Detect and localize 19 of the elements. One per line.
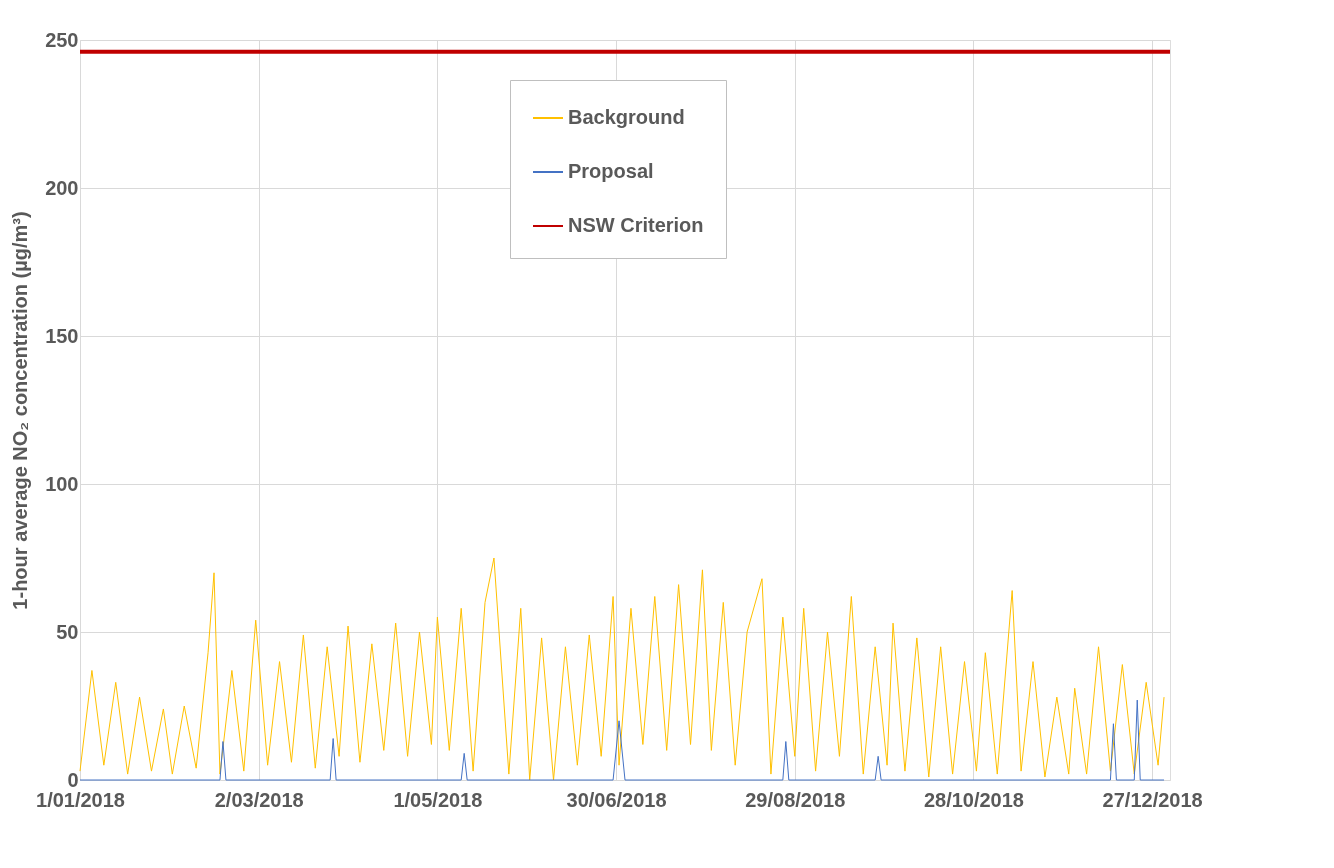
x-tick-label: 1/01/2018 bbox=[36, 788, 125, 811]
legend-label: Background bbox=[568, 106, 685, 128]
x-tick-label: 30/06/2018 bbox=[566, 788, 667, 811]
x-tick-label: 27/12/2018 bbox=[1102, 788, 1203, 811]
y-tick-label: 0 bbox=[67, 768, 79, 791]
y-tick-label: 100 bbox=[45, 472, 79, 495]
line-series bbox=[79, 557, 1165, 781]
legend-label: NSW Criterion bbox=[568, 214, 704, 236]
x-tick-label: 28/10/2018 bbox=[923, 788, 1024, 811]
legend-label: Proposal bbox=[568, 160, 654, 182]
y-tick-label: 150 bbox=[45, 324, 79, 347]
y-tick-label: 250 bbox=[45, 28, 79, 51]
x-tick-label: 1/05/2018 bbox=[393, 788, 483, 811]
y-axis-title: 1-hour average NO₂ concentration (µg/m³) bbox=[9, 211, 32, 610]
y-tick-label: 200 bbox=[45, 176, 79, 199]
y-tick-label: 50 bbox=[56, 620, 79, 643]
x-tick-label: 2/03/2018 bbox=[214, 788, 304, 811]
line-series bbox=[79, 699, 1165, 781]
x-tick-label: 29/08/2018 bbox=[745, 788, 846, 811]
